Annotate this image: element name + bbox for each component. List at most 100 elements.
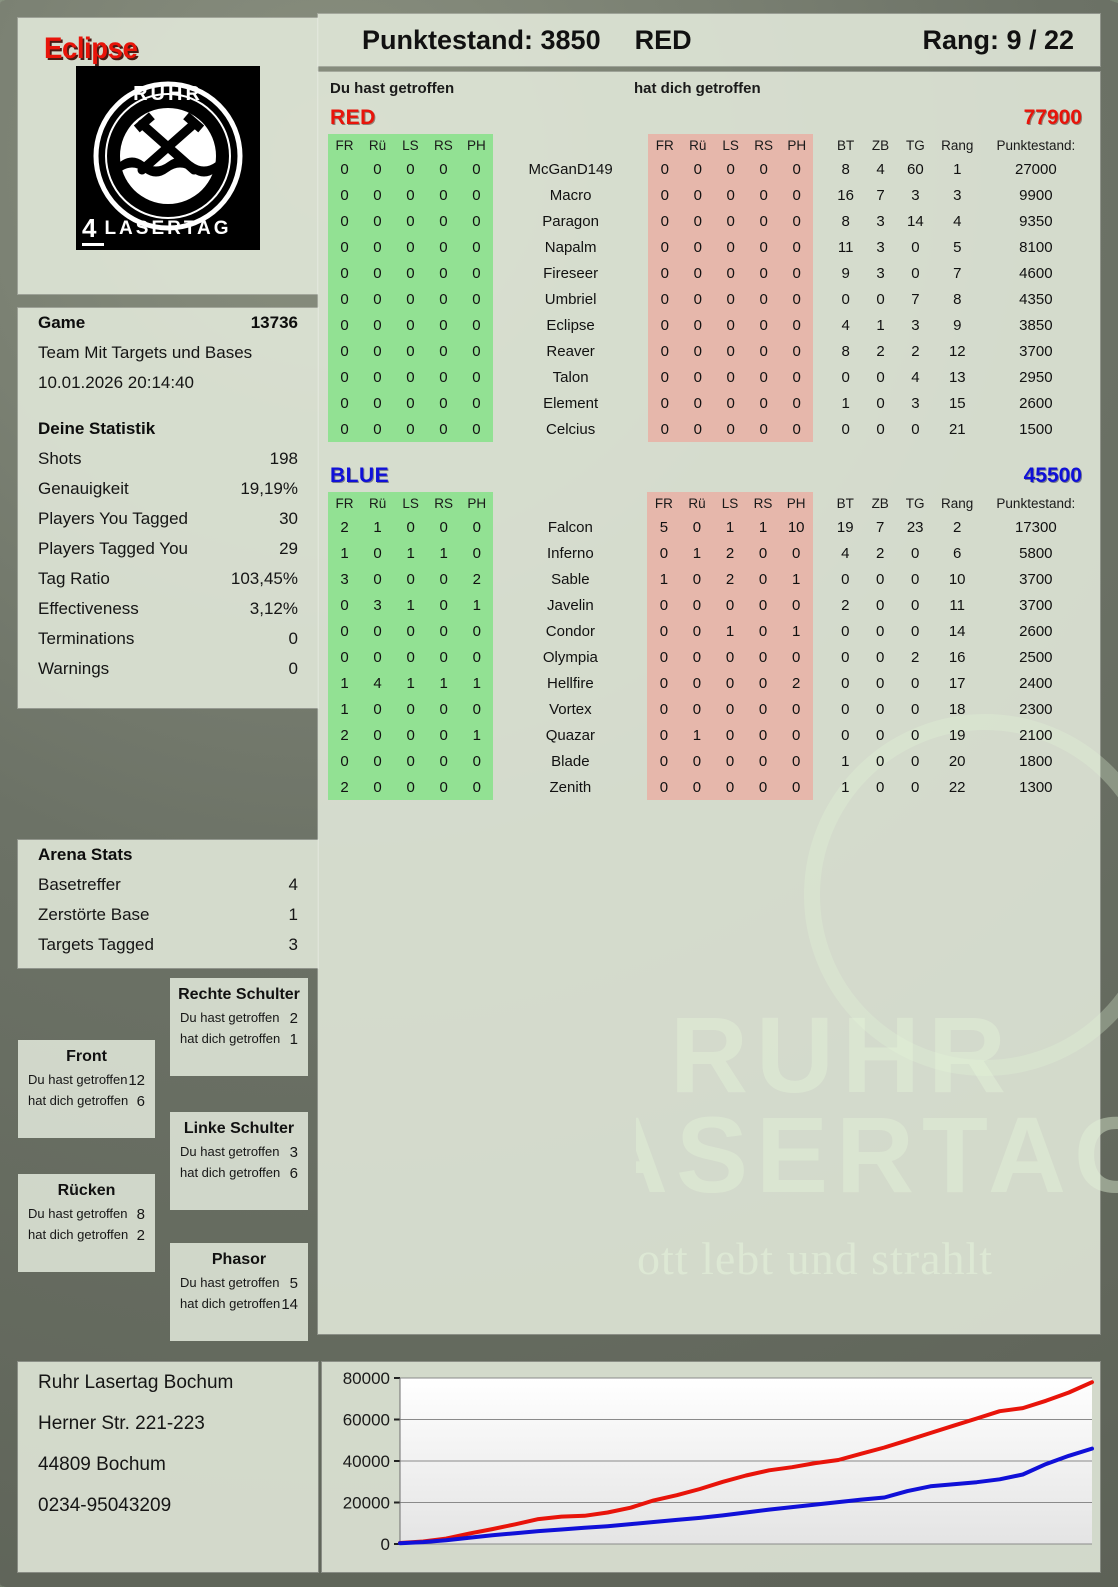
cell-player-name: Condor bbox=[493, 618, 647, 644]
cell-bt: 11 bbox=[828, 234, 863, 260]
table-row[interactable]: 00000Eclipse0000041393850 bbox=[328, 312, 1090, 338]
cell-hit: 0 bbox=[361, 156, 394, 182]
table-row[interactable]: 03101Javelin00000200113700 bbox=[328, 592, 1090, 618]
hitbox-out-label: Du hast getroffen bbox=[180, 1144, 280, 1161]
cell-taken: 0 bbox=[681, 364, 714, 390]
cell-taken: 0 bbox=[714, 312, 747, 338]
table-row[interactable]: 00000Umbriel0000000784350 bbox=[328, 286, 1090, 312]
table-row[interactable]: 10000Vortex00000000182300 bbox=[328, 696, 1090, 722]
hitbox-out-row: Du hast getroffen3 bbox=[170, 1140, 308, 1161]
cell-spacer bbox=[813, 696, 828, 722]
table-row[interactable]: 00000Paragon00000831449350 bbox=[328, 208, 1090, 234]
cell-hit: 0 bbox=[394, 390, 427, 416]
cell-taken: 0 bbox=[647, 670, 680, 696]
cell-rang: 12 bbox=[933, 338, 982, 364]
cell-taken: 0 bbox=[647, 748, 680, 774]
cell-tg: 3 bbox=[898, 312, 933, 338]
cell-hit: 2 bbox=[328, 774, 361, 800]
table-row[interactable]: 00000Blade00000100201800 bbox=[328, 748, 1090, 774]
table-row[interactable]: 00000Celcius00000000211500 bbox=[328, 416, 1090, 442]
cell-hit: 0 bbox=[328, 208, 361, 234]
table-row[interactable]: 00000Fireseer0000093074600 bbox=[328, 260, 1090, 286]
table-row[interactable]: 30002Sable10201000103700 bbox=[328, 566, 1090, 592]
hitbox-title: Linke Schulter bbox=[170, 1112, 308, 1140]
table-row[interactable]: 21000Falcon50111019723217300 bbox=[328, 514, 1090, 540]
cell-taken: 0 bbox=[780, 390, 813, 416]
cell-taken: 0 bbox=[680, 644, 713, 670]
table-row[interactable]: 00000McGanD149000008460127000 bbox=[328, 156, 1090, 182]
table-row[interactable]: 00000Macro00000167339900 bbox=[328, 182, 1090, 208]
cell-hit: 0 bbox=[394, 156, 427, 182]
table-row[interactable]: 00000Reaver00000822123700 bbox=[328, 338, 1090, 364]
cell-taken: 0 bbox=[680, 748, 713, 774]
cell-points: 27000 bbox=[982, 156, 1090, 182]
col-taken-FR: FR bbox=[648, 134, 681, 156]
cell-points: 1300 bbox=[982, 774, 1090, 800]
chart-y-tick-label: 20000 bbox=[343, 1494, 390, 1513]
arena-stats-list: Basetreffer4Zerstörte Base1Targets Tagge… bbox=[18, 870, 318, 960]
cell-hit: 0 bbox=[460, 182, 493, 208]
table-row[interactable]: 00000Talon00000004132950 bbox=[328, 364, 1090, 390]
cell-tg: 0 bbox=[898, 696, 933, 722]
cell-tg: 0 bbox=[898, 260, 933, 286]
cell-hit: 0 bbox=[394, 748, 427, 774]
cell-hit: 0 bbox=[460, 644, 493, 670]
cell-hit: 0 bbox=[328, 364, 361, 390]
cell-player-name: Talon bbox=[493, 364, 648, 390]
cell-tg: 0 bbox=[898, 416, 933, 442]
report-page: Eclipse RUHR LASERTAG 4 Punktestand: 3 bbox=[0, 0, 1118, 1587]
cell-spacer bbox=[813, 592, 828, 618]
stat-value: 3,12% bbox=[250, 595, 298, 623]
cell-taken: 0 bbox=[647, 774, 680, 800]
cell-tg: 0 bbox=[898, 592, 933, 618]
col-taken-RS: RS bbox=[747, 134, 780, 156]
cell-spacer bbox=[813, 260, 828, 286]
table-row[interactable]: 14111Hellfire00002000172400 bbox=[328, 670, 1090, 696]
address-line: Herner Str. 221-223 bbox=[18, 1403, 318, 1444]
cell-player-name: Fireseer bbox=[493, 260, 648, 286]
cell-spacer bbox=[813, 208, 828, 234]
cell-player-name: Umbriel bbox=[493, 286, 648, 312]
col-player-name bbox=[493, 134, 648, 156]
cell-hit: 0 bbox=[361, 364, 394, 390]
cell-rang: 17 bbox=[933, 670, 982, 696]
cell-taken: 0 bbox=[780, 234, 813, 260]
stat-value: 0 bbox=[289, 625, 298, 653]
hitbox-in-row: hat dich getroffen1 bbox=[170, 1027, 308, 1048]
cell-taken: 0 bbox=[714, 182, 747, 208]
cell-taken: 1 bbox=[780, 566, 813, 592]
cell-taken: 0 bbox=[647, 540, 680, 566]
logo-bottom-text: LASERTAG bbox=[104, 218, 231, 239]
table-row[interactable]: 00000Condor00101000142600 bbox=[328, 618, 1090, 644]
table-row[interactable]: 00000Olympia00000002162500 bbox=[328, 644, 1090, 670]
cell-taken: 0 bbox=[780, 182, 813, 208]
col-player-name bbox=[493, 492, 647, 514]
team-table: FRRüLSRSPHFRRüLSRSPHBTZBTGRangPunktestan… bbox=[328, 492, 1090, 800]
col-hit-PH: PH bbox=[460, 492, 493, 514]
arena-stats-panel: Arena Stats Basetreffer4Zerstörte Base1T… bbox=[18, 840, 318, 968]
cell-taken: 0 bbox=[713, 748, 746, 774]
cell-zb: 0 bbox=[863, 722, 898, 748]
hitbox-linke-schulter: Linke SchulterDu hast getroffen3hat dich… bbox=[170, 1112, 308, 1210]
cell-taken: 0 bbox=[647, 696, 680, 722]
cell-taken: 0 bbox=[780, 338, 813, 364]
cell-hit: 0 bbox=[460, 156, 493, 182]
cell-hit: 0 bbox=[394, 416, 427, 442]
cell-zb: 0 bbox=[863, 670, 898, 696]
cell-points: 5800 bbox=[982, 540, 1090, 566]
cell-taken: 0 bbox=[714, 234, 747, 260]
col-zb: ZB bbox=[863, 492, 898, 514]
cell-spacer bbox=[813, 774, 828, 800]
cell-hit: 0 bbox=[394, 208, 427, 234]
table-row[interactable]: 10110Inferno0120042065800 bbox=[328, 540, 1090, 566]
table-row[interactable]: 20000Zenith00000100221300 bbox=[328, 774, 1090, 800]
hitbox-out-row: Du hast getroffen12 bbox=[18, 1068, 155, 1089]
cell-hit: 0 bbox=[361, 260, 394, 286]
cell-tg: 0 bbox=[898, 670, 933, 696]
table-row[interactable]: 00000Napalm00000113058100 bbox=[328, 234, 1090, 260]
hitbox-out-label: Du hast getroffen bbox=[28, 1072, 128, 1089]
table-row[interactable]: 00000Element00000103152600 bbox=[328, 390, 1090, 416]
table-row[interactable]: 20001Quazar01000000192100 bbox=[328, 722, 1090, 748]
score-progression-chart-panel: 020000400006000080000 bbox=[322, 1362, 1100, 1572]
cell-zb: 0 bbox=[863, 644, 898, 670]
